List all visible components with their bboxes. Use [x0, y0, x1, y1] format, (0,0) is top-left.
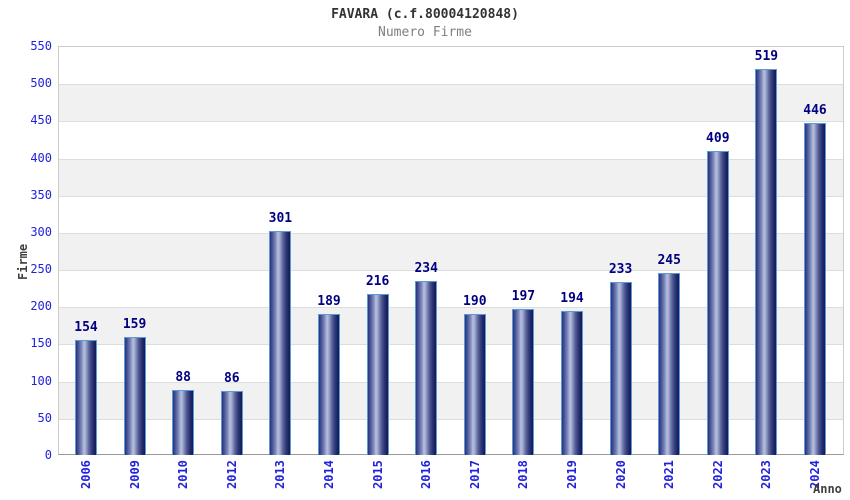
y-tick-label: 300 — [30, 224, 52, 239]
plot-band-white — [59, 270, 843, 307]
plot-band-white — [59, 418, 843, 456]
bar-2018 — [512, 309, 535, 455]
plot-band-white — [59, 195, 843, 233]
x-tick-label: 2019 — [565, 460, 579, 489]
x-tick-label: 2010 — [176, 460, 191, 489]
x-tick-label: 2017 — [467, 460, 482, 489]
x-tick-label: 2014 — [322, 460, 336, 489]
bar-2010 — [172, 390, 195, 455]
x-tick-label: 2006 — [79, 460, 93, 489]
x-tick-label: 2009 — [127, 460, 142, 489]
bar-2016 — [415, 281, 438, 455]
y-tick-label: 550 — [30, 39, 52, 53]
chart-title: FAVARA (c.f.80004120848) — [331, 7, 519, 22]
plot-band-gray — [59, 84, 843, 122]
y-tick-label: 500 — [30, 76, 52, 91]
chart-subtitle: Numero Firme — [378, 25, 472, 40]
bar-2022 — [706, 151, 729, 455]
x-axis-title: Anno — [813, 482, 842, 496]
y-tick-label: 0 — [44, 448, 52, 462]
x-tick-label: 2023 — [759, 460, 774, 489]
plot-band-white — [59, 47, 843, 84]
bar-2020 — [609, 282, 632, 455]
bar-2019 — [561, 311, 583, 455]
x-tick-label: 2022 — [710, 460, 725, 489]
y-tick-label: 400 — [30, 150, 52, 165]
y-tick-label: 100 — [30, 373, 52, 388]
plot-band-white — [59, 121, 843, 158]
bar-2017 — [463, 314, 486, 455]
x-tick-label: 2018 — [516, 460, 531, 489]
bar-value-label: 197 — [511, 289, 536, 304]
bar-value-label: 409 — [706, 131, 730, 146]
y-tick-label: 50 — [37, 410, 52, 425]
bar-value-label: 301 — [268, 211, 293, 226]
bar-value-label: 233 — [608, 262, 633, 277]
y-tick-label: 250 — [30, 262, 52, 277]
bar-2024 — [804, 123, 826, 455]
bar-value-label: 88 — [175, 370, 192, 385]
plot-band-white — [59, 344, 843, 381]
bar-value-label: 519 — [754, 49, 779, 64]
bar-value-label: 86 — [223, 371, 240, 386]
y-tick-label: 200 — [30, 299, 52, 314]
bar-value-label: 190 — [463, 294, 487, 309]
x-tick-label: 2020 — [613, 460, 628, 489]
bar-2012 — [220, 391, 243, 455]
bar-2015 — [366, 294, 389, 455]
bar-2009 — [123, 337, 146, 455]
bar-2023 — [755, 69, 778, 455]
x-tick-label: 2021 — [662, 460, 677, 489]
bar-value-label: 245 — [657, 253, 681, 268]
x-tick-label: 2016 — [419, 460, 434, 489]
bar-value-label: 234 — [414, 261, 438, 276]
bar-2021 — [658, 273, 681, 455]
x-tick-label: 2013 — [273, 460, 288, 489]
bar-value-label: 189 — [317, 294, 341, 309]
bar-2013 — [269, 231, 292, 455]
x-tick-label: 2015 — [370, 460, 385, 489]
bar-2014 — [318, 314, 340, 455]
bar-value-label: 216 — [365, 274, 390, 289]
bar-value-label: 154 — [74, 320, 98, 335]
bar-value-label: 194 — [560, 291, 584, 306]
y-tick-label: 450 — [30, 113, 52, 128]
x-tick-label: 2012 — [224, 460, 239, 489]
bar-value-label: 159 — [122, 317, 147, 332]
bar-2006 — [75, 340, 97, 455]
y-tick-label: 150 — [30, 336, 52, 351]
y-tick-label: 350 — [30, 187, 52, 202]
bar-value-label: 446 — [803, 103, 827, 118]
